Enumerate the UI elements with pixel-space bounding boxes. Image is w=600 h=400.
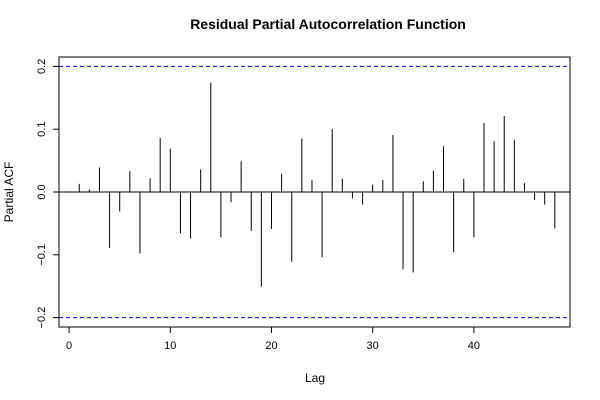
x-tick-label-40: 40 [468, 340, 480, 352]
y-tick-label-3: 0.1 [36, 122, 48, 137]
x-tick-label-20: 20 [265, 340, 277, 352]
plot-marks: 0 10 20 30 40 −0.2 −0.1 0.0 0.1 0.2 [36, 56, 571, 352]
y-tick-label-1: −0.1 [36, 244, 48, 266]
x-axis-label: Lag [305, 371, 325, 385]
x-tick-label-30: 30 [367, 340, 379, 352]
x-tick-label-10: 10 [164, 340, 176, 352]
chart-title: Residual Partial Autocorrelation Functio… [190, 16, 466, 32]
y-tick-label-4: 0.2 [36, 59, 48, 74]
y-axis-label: Partial ACF [2, 162, 16, 223]
y-tick-label-2: 0.0 [36, 184, 48, 199]
y-tick-label-0: −0.2 [36, 307, 48, 329]
x-tick-label-0: 0 [66, 340, 72, 352]
